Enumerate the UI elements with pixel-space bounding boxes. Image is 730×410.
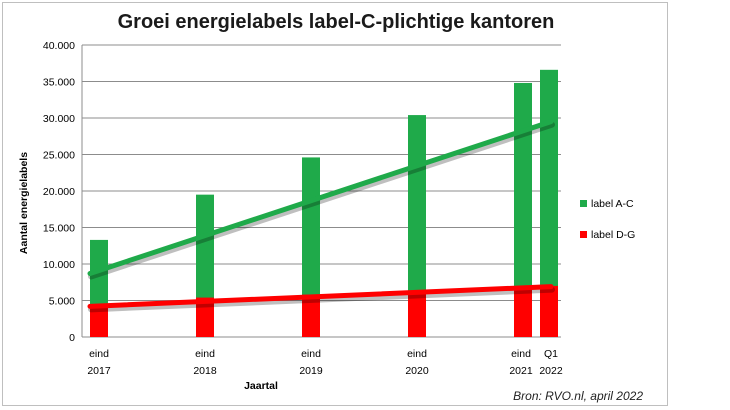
chart-frame: Groei energielabels label-C-plichtige ka… bbox=[2, 2, 668, 406]
x-tick-label: 2019 bbox=[299, 365, 323, 377]
bar-label-d-g bbox=[514, 287, 532, 337]
y-tick-label: 25.000 bbox=[43, 150, 75, 162]
bar-label-d-g bbox=[540, 285, 558, 337]
x-tick-label: eind bbox=[195, 348, 215, 360]
trendline-label-d-g bbox=[87, 284, 554, 309]
y-tick-label: 0 bbox=[69, 332, 75, 344]
y-tick-label: 5.000 bbox=[49, 296, 75, 308]
y-tick-label: 10.000 bbox=[43, 259, 75, 271]
x-axis-title: Jaartal bbox=[244, 380, 278, 392]
legend-swatch bbox=[580, 200, 587, 207]
chart-plot: 0 5.000 10.000 15.000 20.000 25.000 30.000 35.0… bbox=[18, 40, 635, 392]
y-tick-label: 20.000 bbox=[43, 186, 75, 198]
y-axis-title: Aantal energielabels bbox=[18, 152, 30, 254]
y-tick-label: 30.000 bbox=[43, 113, 75, 125]
bar-label-a-c bbox=[514, 82, 532, 338]
trendline-shadow bbox=[88, 121, 555, 280]
x-tick-label: eind bbox=[407, 348, 427, 360]
x-tick-label: 2021 bbox=[509, 365, 533, 377]
x-tick-label: 2020 bbox=[405, 365, 429, 377]
trendline-shadow bbox=[88, 286, 555, 313]
y-tick-label: 15.000 bbox=[43, 223, 75, 235]
x-tick-label: eind bbox=[511, 348, 531, 360]
y-tick-label: 35.000 bbox=[43, 77, 75, 89]
chart-title: Groei energielabels label-C-plichtige ka… bbox=[117, 11, 555, 33]
bar-label-d-g bbox=[408, 291, 426, 337]
legend-label: label D-G bbox=[591, 229, 635, 241]
x-tick-label: 2018 bbox=[193, 365, 217, 377]
x-tick-label: eind bbox=[301, 348, 321, 360]
bar-label-a-c bbox=[540, 69, 558, 337]
x-tick-label: eind bbox=[89, 348, 109, 360]
trendline-label-a-c bbox=[87, 119, 554, 276]
x-tick-label: 2017 bbox=[87, 365, 111, 377]
source-note: Bron: RVO.nl, april 2022 bbox=[513, 389, 643, 403]
bar-label-d-g bbox=[90, 305, 108, 337]
bar-label-a-c bbox=[408, 115, 426, 337]
bar-label-d-g bbox=[196, 297, 214, 337]
y-tick-label: 40.000 bbox=[43, 40, 75, 52]
x-tick-label: 2022 bbox=[539, 365, 563, 377]
legend-swatch bbox=[580, 231, 587, 238]
x-tick-label: Q1 bbox=[544, 348, 558, 360]
bar-label-d-g bbox=[302, 294, 320, 337]
legend-label: label A-C bbox=[591, 198, 634, 210]
